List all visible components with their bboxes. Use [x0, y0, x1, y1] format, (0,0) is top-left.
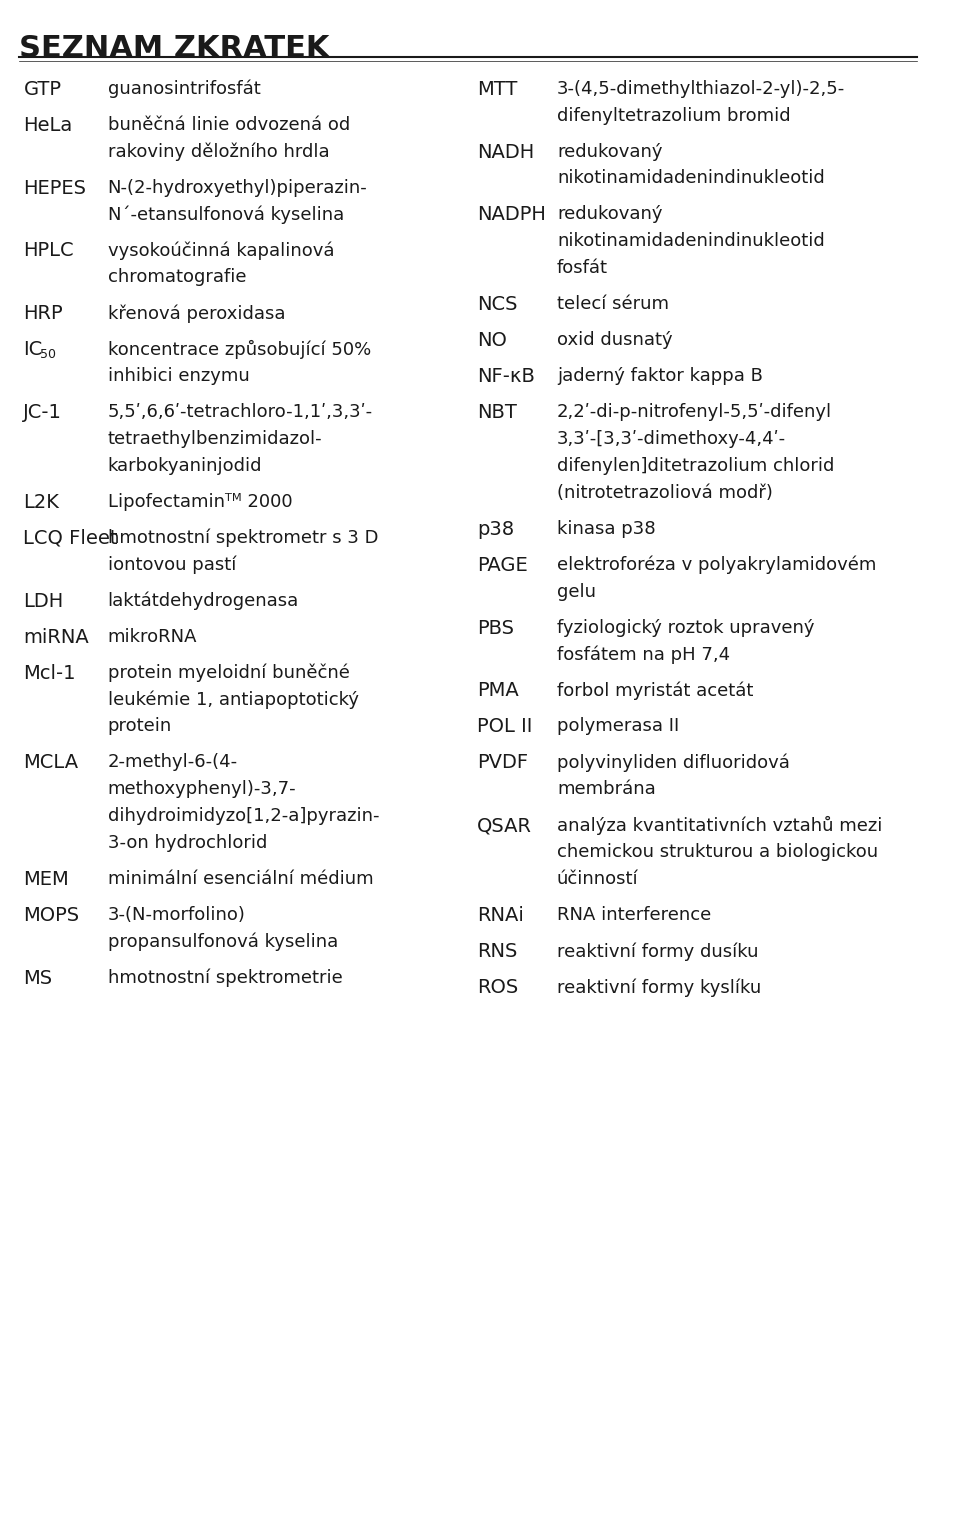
Text: kinasa p38: kinasa p38	[557, 520, 656, 538]
Text: 5,5ʹ,6,6ʹ-tetrachloro-1,1ʹ,3,3ʹ-: 5,5ʹ,6,6ʹ-tetrachloro-1,1ʹ,3,3ʹ-	[108, 403, 372, 422]
Text: NCS: NCS	[477, 296, 517, 314]
Text: mikroRNA: mikroRNA	[108, 629, 197, 645]
Text: POL II: POL II	[477, 717, 533, 736]
Text: hmotnostní spektrometrie: hmotnostní spektrometrie	[108, 969, 343, 987]
Text: chemickou strukturou a biologickou: chemickou strukturou a biologickou	[557, 843, 878, 862]
Text: p38: p38	[477, 520, 515, 538]
Text: fosfát: fosfát	[557, 259, 608, 277]
Text: NADH: NADH	[477, 143, 535, 161]
Text: MS: MS	[23, 969, 53, 987]
Text: NF-κB: NF-κB	[477, 368, 536, 386]
Text: chromatografie: chromatografie	[108, 268, 246, 287]
Text: redukovaný: redukovaný	[557, 205, 662, 224]
Text: minimální esenciální médium: minimální esenciální médium	[108, 871, 373, 888]
Text: QSAR: QSAR	[477, 816, 533, 835]
Text: NADPH: NADPH	[477, 205, 546, 224]
Text: křenová peroxidasa: křenová peroxidasa	[108, 305, 285, 323]
Text: NO: NO	[477, 331, 507, 350]
Text: gelu: gelu	[557, 583, 596, 601]
Text: MTT: MTT	[477, 80, 517, 98]
Text: dihydroimidyzo[1,2-a]pyrazin-: dihydroimidyzo[1,2-a]pyrazin-	[108, 808, 379, 825]
Text: nikotinamidadenindinukleotid: nikotinamidadenindinukleotid	[557, 233, 825, 250]
Text: HPLC: HPLC	[23, 242, 74, 261]
Text: telecí sérum: telecí sérum	[557, 296, 669, 313]
Text: oxid dusnatý: oxid dusnatý	[557, 331, 673, 350]
Text: reaktivní formy kyslíku: reaktivní formy kyslíku	[557, 978, 761, 996]
Text: methoxyphenyl)-3,7-: methoxyphenyl)-3,7-	[108, 780, 297, 799]
Text: tetraethylbenzimidazol-: tetraethylbenzimidazol-	[108, 431, 323, 448]
Text: protein: protein	[108, 717, 172, 736]
Text: polymerasa II: polymerasa II	[557, 717, 679, 736]
Text: polyvinyliden difluoridová: polyvinyliden difluoridová	[557, 753, 790, 773]
Text: inhibici enzymu: inhibici enzymu	[108, 368, 250, 385]
Text: difenyltetrazolium bromid: difenyltetrazolium bromid	[557, 107, 790, 124]
Text: karbokyaninjodid: karbokyaninjodid	[108, 457, 262, 475]
Text: RNS: RNS	[477, 941, 517, 961]
Text: hmotnostní spektrometr s 3 D: hmotnostní spektrometr s 3 D	[108, 529, 378, 547]
Text: membrána: membrána	[557, 780, 656, 799]
Text: RNAi: RNAi	[477, 906, 524, 924]
Text: 3,3ʹ-[3,3ʹ-dimethoxy-4,4ʹ-: 3,3ʹ-[3,3ʹ-dimethoxy-4,4ʹ-	[557, 429, 786, 448]
Text: IC: IC	[23, 340, 42, 359]
Text: Lipofectaminᵀᴹ 2000: Lipofectaminᵀᴹ 2000	[108, 494, 292, 510]
Text: HEPES: HEPES	[23, 179, 86, 198]
Text: (nitrotetrazoliová modř): (nitrotetrazoliová modř)	[557, 484, 773, 501]
Text: Mcl-1: Mcl-1	[23, 664, 76, 682]
Text: guanosintrifosfát: guanosintrifosfát	[108, 80, 260, 98]
Text: laktátdehydrogenasa: laktátdehydrogenasa	[108, 592, 299, 610]
Text: JC-1: JC-1	[23, 403, 62, 422]
Text: buněčná linie odvozená od: buněčná linie odvozená od	[108, 117, 349, 133]
Text: 3-on hydrochlorid: 3-on hydrochlorid	[108, 834, 267, 852]
Text: GTP: GTP	[23, 80, 61, 98]
Text: 50: 50	[40, 348, 57, 360]
Text: analýza kvantitativních vztahů mezi: analýza kvantitativních vztahů mezi	[557, 816, 882, 835]
Text: leukémie 1, antiapoptotický: leukémie 1, antiapoptotický	[108, 690, 359, 710]
Text: LDH: LDH	[23, 592, 63, 610]
Text: ROS: ROS	[477, 978, 518, 996]
Text: elektroforéza v polyakrylamidovém: elektroforéza v polyakrylamidovém	[557, 555, 876, 575]
Text: difenylen]ditetrazolium chlorid: difenylen]ditetrazolium chlorid	[557, 457, 834, 475]
Text: PMA: PMA	[477, 681, 519, 701]
Text: MOPS: MOPS	[23, 906, 80, 924]
Text: iontovou pastí: iontovou pastí	[108, 556, 236, 575]
Text: NBT: NBT	[477, 403, 517, 422]
Text: forbol myristát acetát: forbol myristát acetát	[557, 681, 754, 701]
Text: protein myeloidní buněčné: protein myeloidní buněčné	[108, 664, 349, 682]
Text: redukovaný: redukovaný	[557, 143, 662, 161]
Text: PAGE: PAGE	[477, 555, 528, 575]
Text: fosfátem na pH 7,4: fosfátem na pH 7,4	[557, 645, 730, 664]
Text: vysokoúčinná kapalinová: vysokoúčinná kapalinová	[108, 242, 334, 261]
Text: HRP: HRP	[23, 305, 63, 323]
Text: 2-methyl-6-(4-: 2-methyl-6-(4-	[108, 754, 238, 771]
Text: N-(2-hydroxyethyl)piperazin-: N-(2-hydroxyethyl)piperazin-	[108, 179, 368, 196]
Text: nikotinamidadenindinukleotid: nikotinamidadenindinukleotid	[557, 170, 825, 187]
Text: jaderný faktor kappa B: jaderný faktor kappa B	[557, 368, 763, 385]
Text: HeLa: HeLa	[23, 117, 73, 135]
Text: miRNA: miRNA	[23, 629, 89, 647]
Text: PBS: PBS	[477, 618, 515, 638]
Text: účinností: účinností	[557, 869, 638, 888]
Text: RNA interference: RNA interference	[557, 906, 711, 924]
Text: rakoviny děložního hrdla: rakoviny děložního hrdla	[108, 143, 329, 161]
Text: 3-(4,5-dimethylthiazol-2-yl)-2,5-: 3-(4,5-dimethylthiazol-2-yl)-2,5-	[557, 80, 845, 98]
Text: PVDF: PVDF	[477, 753, 528, 773]
Text: LCQ Fleet: LCQ Fleet	[23, 529, 118, 547]
Text: fyziologický roztok upravený: fyziologický roztok upravený	[557, 618, 814, 636]
Text: koncentrace způsobující 50%: koncentrace způsobující 50%	[108, 340, 371, 359]
Text: N´-etansulfonová kyselina: N´-etansulfonová kyselina	[108, 205, 344, 224]
Text: 2,2ʹ-di-p-nitrofenyl-5,5ʹ-difenyl: 2,2ʹ-di-p-nitrofenyl-5,5ʹ-difenyl	[557, 403, 832, 422]
Text: SEZNAM ZKRATEK: SEZNAM ZKRATEK	[18, 34, 329, 63]
Text: MEM: MEM	[23, 871, 69, 889]
Text: MCLA: MCLA	[23, 754, 79, 773]
Text: L2K: L2K	[23, 494, 60, 512]
Text: propansulfonová kyselina: propansulfonová kyselina	[108, 932, 338, 952]
Text: 3-(N-morfolino): 3-(N-morfolino)	[108, 906, 246, 924]
Text: reaktivní formy dusíku: reaktivní formy dusíku	[557, 941, 758, 961]
